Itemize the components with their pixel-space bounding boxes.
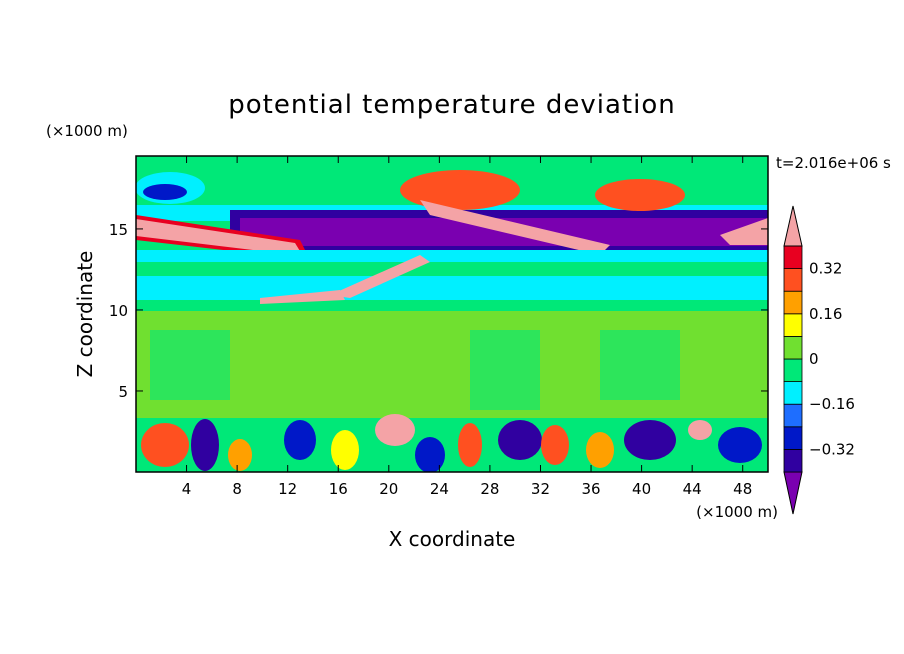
x-tick-label: 8 (232, 480, 242, 498)
x-tick-label: 36 (581, 480, 600, 498)
x-tick-label: 20 (379, 480, 398, 498)
colorbar-swatch (783, 290, 803, 315)
colorbar-label: −0.32 (809, 440, 855, 458)
y-tick-label: 10 (109, 302, 128, 320)
colorbar-swatch (783, 245, 803, 270)
colorbar-swatch (783, 313, 803, 337)
colorbar-swatch (783, 381, 803, 405)
x-tick-label: 32 (531, 480, 550, 498)
y-tick-label: 5 (118, 383, 128, 401)
y-axis-ticks: 5 10 15 (109, 221, 768, 401)
colorbar-label: 0.16 (809, 305, 842, 323)
plot-frame (135, 155, 769, 473)
y-tick-label: 15 (109, 221, 128, 239)
x-axis-label: X coordinate (389, 527, 516, 551)
x-tick-label: 24 (430, 480, 449, 498)
x-tick-label: 40 (632, 480, 651, 498)
x-unit-label: (×1000 m) (696, 503, 778, 521)
colorbar-max-extension (783, 205, 803, 247)
x-tick-label: 28 (480, 480, 499, 498)
colorbar-swatch (783, 448, 803, 473)
colorbar-swatch (783, 268, 803, 292)
x-tick-label: 4 (182, 480, 192, 498)
x-tick-label: 12 (278, 480, 297, 498)
x-tick-label: 16 (329, 480, 348, 498)
colorbar-swatch (783, 403, 803, 428)
time-label: t=2.016e+06 s (776, 154, 891, 172)
colorbar-label: 0 (809, 350, 819, 368)
x-tick-label: 48 (733, 480, 752, 498)
colorbar-swatch (783, 426, 803, 450)
y-unit-label: (×1000 m) (46, 122, 128, 140)
colorbar-swatch (783, 335, 803, 360)
colorbar-label: 0.32 (809, 260, 842, 278)
colorbar: 0.32 0.16 0 −0.16 −0.32 (783, 205, 855, 515)
colorbar-label: −0.16 (809, 395, 855, 413)
x-axis-ticks: 4 8 12 16 20 24 28 32 36 40 44 48 (182, 156, 752, 498)
colorbar-swatch (783, 358, 803, 383)
x-tick-label: 44 (683, 480, 702, 498)
chart-title: potential temperature deviation (228, 90, 675, 120)
y-axis-label: Z coordinate (73, 251, 97, 378)
contour-field (136, 156, 768, 472)
colorbar-min-extension (783, 471, 803, 515)
